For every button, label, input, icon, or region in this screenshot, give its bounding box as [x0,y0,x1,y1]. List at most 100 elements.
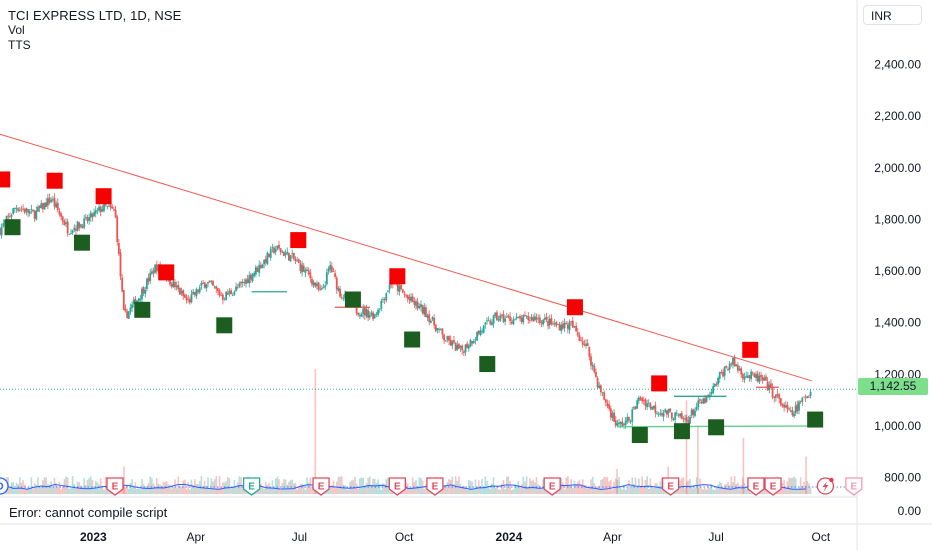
candle-body [446,336,449,340]
volume-bar [657,486,660,494]
volume-bar [360,477,363,494]
event-badge [242,477,261,496]
candle-body [200,282,203,286]
volume-bar [415,480,417,494]
candle-body [340,297,343,299]
volume-bar [344,485,346,494]
candle-body [337,288,340,291]
buy-signal-marker [631,427,648,444]
event-badge [0,477,9,495]
volume-bar [605,477,607,494]
volume-bar [525,476,528,494]
candle-body [611,413,614,419]
volume-bar [121,488,123,494]
candle-body [27,209,29,213]
candle-body [472,340,475,344]
volume-bar [609,479,612,494]
volume-bar [458,476,460,494]
volume-bar [175,488,178,494]
volume-bar [740,484,743,494]
volume-bar [515,485,518,494]
indicator-tts[interactable]: TTS [8,38,31,52]
candle-body [743,376,746,380]
volume-bar [136,488,138,494]
volume-bar [304,489,307,494]
volume-bar [576,482,579,494]
candle-body [365,309,368,317]
volume-bar [335,481,338,494]
candle-body [307,270,310,275]
candle-body [761,376,764,381]
candle-body [129,307,132,312]
time-axis-tick-label: Jul [708,530,723,544]
volume-bar [189,489,191,494]
candle-body [172,281,175,288]
candle-body [616,423,619,426]
candle-body [283,251,285,257]
candle-body [646,403,649,408]
candle-body [807,396,810,398]
volume-bar [606,476,609,494]
volume-bar [89,476,92,494]
volume-bar [580,485,582,494]
candle-body [624,420,627,426]
volume-bar [365,483,368,494]
event-badge [747,477,765,496]
volume-bar [799,477,802,494]
candle-body [332,271,335,273]
candle-body [517,316,520,318]
volume-bar [803,481,805,494]
indicator-vol[interactable]: Vol [8,23,25,37]
volume-bar [382,483,384,494]
volume-bar [170,488,173,494]
candle-body [48,197,51,203]
candle-body [175,285,178,288]
volume-bar [14,489,16,494]
event-badge-label: D [0,482,4,493]
candle-body [248,275,251,284]
time-axis-tick-label: 2024 [496,530,523,544]
candle-body [651,406,653,410]
candle-body [512,319,515,325]
volume-bar [454,476,457,494]
candle-body [46,198,49,206]
volume-bar [45,477,48,494]
symbol-title[interactable]: TCI EXPRESS LTD, 1D, NSE [8,8,182,23]
volume-bar [704,487,706,494]
candle-body [626,417,629,422]
candle-body [672,419,675,420]
candle-body [299,263,302,272]
volume-bar [73,484,76,494]
last-price-label: 1,142.55 [858,378,928,395]
candle-body [56,202,59,211]
event-badge-label: E [549,482,556,493]
volume-bar [461,486,464,494]
volume-bar [314,489,317,494]
candle-body [695,407,698,410]
volume-bar [539,485,541,494]
candle-body [12,208,15,214]
candle-body [294,258,297,262]
volume-bar [278,479,280,494]
candle-body [63,221,66,226]
candle-body [491,322,493,326]
volume-bar [99,478,102,494]
volume-bar [499,489,501,494]
candle-body [380,300,383,309]
candle-body [187,298,190,300]
volume-bar [342,484,345,494]
candle-body [418,306,421,309]
candle-body [505,316,508,318]
candle-body [297,259,300,264]
volume-bar [789,478,792,494]
candle-body [421,305,424,314]
volume-bar [296,489,298,494]
candle-body [591,364,594,367]
currency-selector[interactable]: INR [863,5,922,25]
volume-bar [299,484,302,494]
candle-body [585,343,587,346]
candle-body [533,316,536,321]
volume-bar [22,480,24,494]
